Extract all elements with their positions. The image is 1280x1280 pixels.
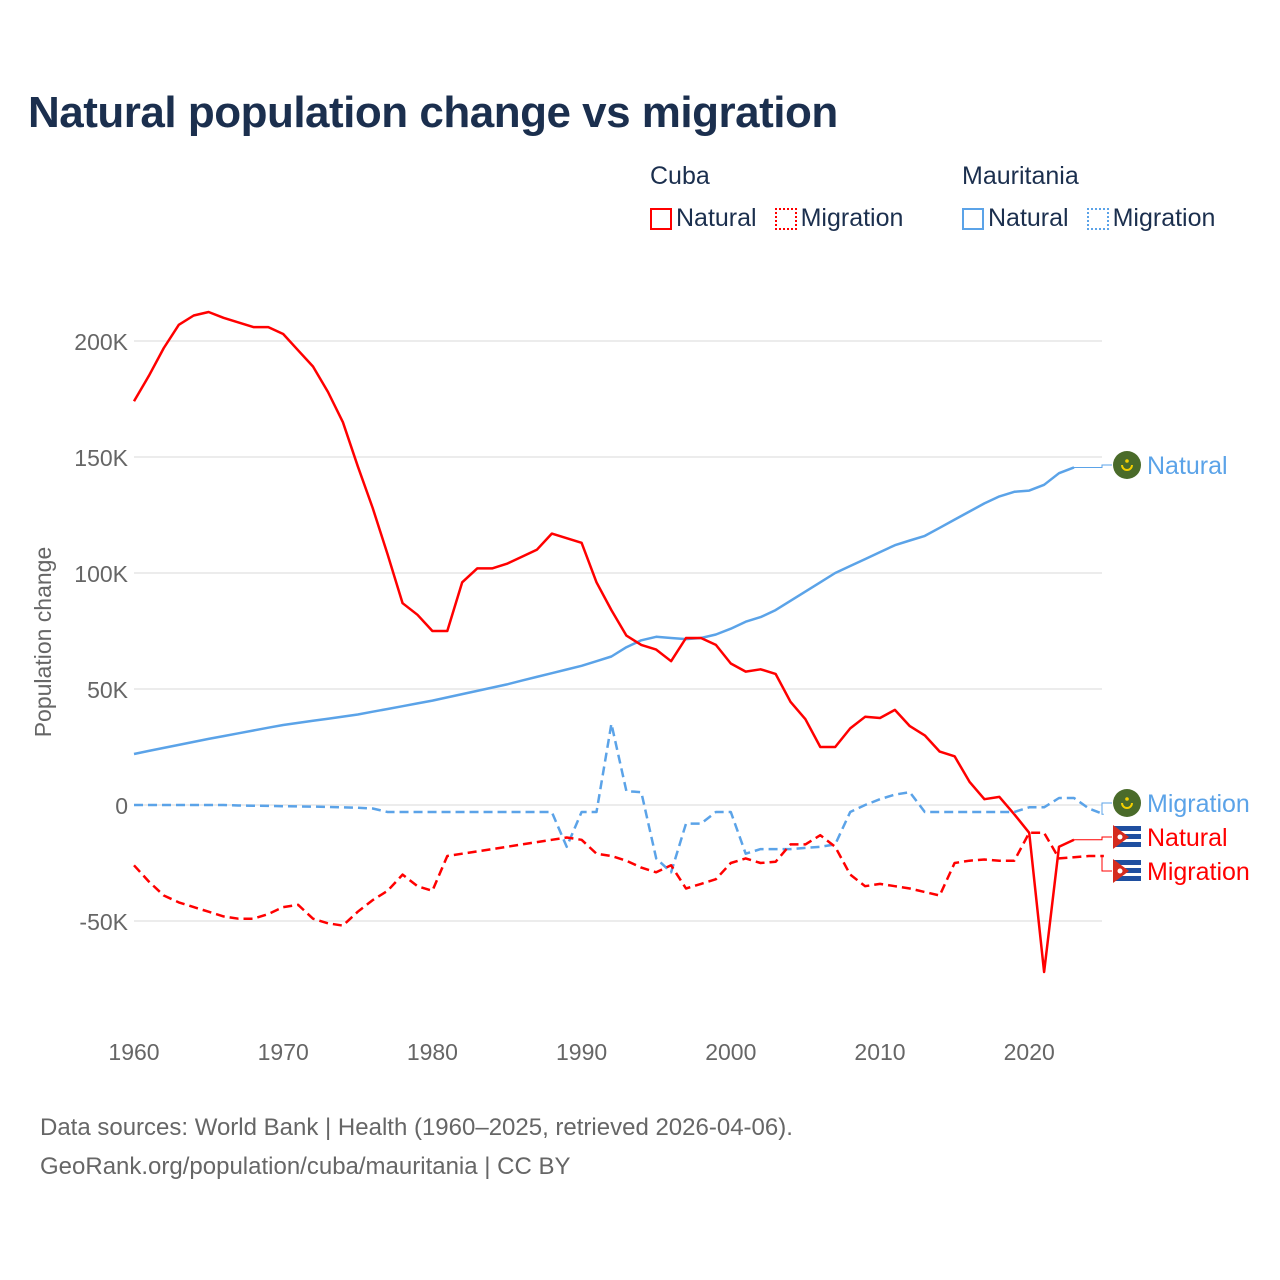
legend-label: Migration [800,204,904,232]
star-icon [1117,834,1123,840]
y-tick-label: 100K [74,561,128,587]
series-line-cuba-migration [133,831,1104,927]
mauritania-flag-icon [1113,789,1141,817]
solid-swatch-icon [650,207,672,230]
y-axis-label: Population change [30,547,56,738]
end-label: Migration [1147,858,1250,886]
legend-label: Natural [676,204,757,232]
star-icon [1125,797,1129,801]
y-tick-label: 200K [74,329,128,355]
mauritania-flag-icon [1113,451,1141,479]
legend-cuba-items: Natural Migration [650,204,903,233]
source-link[interactable]: GeoRank.org/population/cuba/mauritania |… [40,1153,571,1180]
series-line-mauritania-migration [134,722,1105,874]
flag-stripe [1113,842,1141,847]
label-connector [1073,464,1112,468]
legend-mauritania-items: Natural Migration [962,204,1215,233]
dotted-swatch-icon [1086,207,1109,230]
end-label: Natural [1147,824,1228,852]
legend-item-cuba-migration[interactable]: Migration [774,204,904,233]
x-tick-label: 1960 [108,1039,159,1065]
legend-item-mauritania-natural[interactable]: Natural [962,204,1069,233]
end-label: Natural [1147,452,1228,480]
legend-label: Migration [1112,204,1216,232]
footer: Data sources: World Bank | Health (1960–… [40,1108,793,1186]
flag-stripe [1113,826,1141,831]
label-connector [1101,802,1112,815]
legend-group-cuba: Cuba [650,162,710,190]
label-connector [1101,855,1112,872]
x-tick-label: 2000 [705,1039,756,1065]
series-line-mauritania-natural [133,466,1075,756]
solid-swatch-icon [962,207,984,230]
series-line-cuba-natural [132,310,1075,974]
x-tick-label: 2020 [1004,1039,1055,1065]
label-connector [1073,836,1112,841]
x-tick-label: 1970 [258,1039,309,1065]
crescent-icon [1121,464,1133,471]
star-icon [1117,868,1123,874]
legend-label: Natural [988,204,1069,232]
y-tick-label: 150K [74,445,128,471]
x-tick-label: 2010 [854,1039,905,1065]
y-tick-label: -50K [79,909,128,935]
dotted-swatch-icon [774,207,797,230]
legend-item-cuba-natural[interactable]: Natural [650,204,757,233]
chart-title: Natural population change vs migration [28,88,838,137]
flag-stripe [1113,876,1141,881]
y-tick-label: 50K [87,677,129,703]
data-source-note: Data sources: World Bank | Health (1960–… [40,1114,793,1141]
y-tick-label: 0 [115,793,128,819]
x-tick-label: 1980 [407,1039,458,1065]
x-tick-label: 1990 [556,1039,607,1065]
star-icon [1125,459,1129,463]
legend-group-mauritania: Mauritania [962,162,1079,190]
legend-item-mauritania-migration[interactable]: Migration [1086,204,1216,233]
end-label: Migration [1147,790,1250,818]
crescent-icon [1121,802,1133,809]
flag-stripe [1113,860,1141,865]
